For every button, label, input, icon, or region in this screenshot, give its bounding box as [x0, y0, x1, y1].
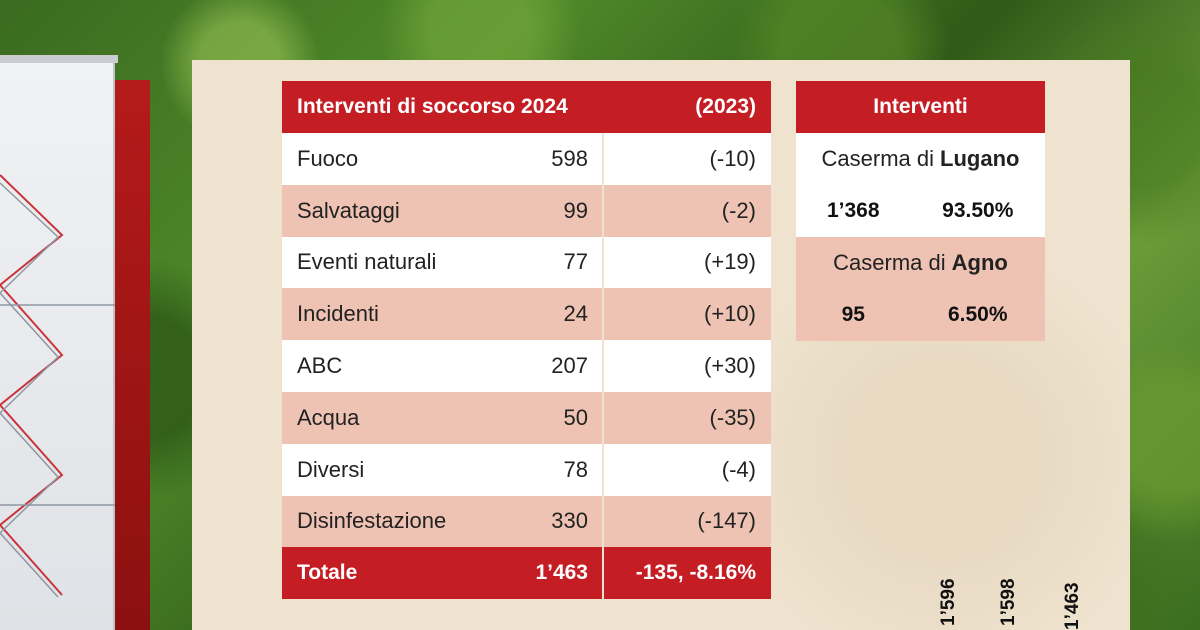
table-row: Fuoco 598 (-10) [282, 133, 771, 185]
row-label: Acqua [297, 404, 360, 430]
barracks-count: 1’368 [826, 199, 880, 222]
row-value: 77 [563, 249, 588, 275]
row-prev: (-2) [602, 184, 771, 237]
row-prev: (-10) [602, 133, 771, 185]
barracks-block-lugano: Caserma di Lugano 1’368 93.50% [796, 133, 1045, 237]
row-label: Incidenti [297, 301, 379, 327]
bar-label-2: 1’598 [998, 578, 1019, 626]
row-label: ABC [297, 353, 343, 379]
row-label: Disinfestazione [297, 508, 447, 534]
row-label: Eventi naturali [297, 249, 437, 275]
row-prev: (+10) [602, 288, 771, 341]
total-label: Totale [297, 561, 358, 585]
barracks-header: Interventi [796, 81, 1045, 133]
row-prev: (+30) [602, 340, 771, 392]
row-value: 330 [551, 508, 588, 534]
barracks-block-agno: Caserma di Agno 95 6.50% [796, 237, 1045, 341]
row-prev: (-35) [602, 391, 771, 444]
table-row: Incidenti 24 (+10) [282, 288, 771, 341]
row-value: 78 [563, 456, 588, 482]
building-pattern [0, 174, 115, 598]
bar-label-1: 1’596 [938, 578, 959, 626]
barracks-name: Lugano [940, 146, 1020, 171]
barracks-table: Interventi Caserma di Lugano 1’368 93.50… [796, 81, 1045, 341]
table-total-row: Totale 1’463 -135, -8.16% [282, 547, 771, 600]
interventions-table: Interventi di soccorso 2024 (2023) Fuoco… [282, 81, 771, 600]
barracks-name: Agno [951, 250, 1008, 275]
barracks-percent: 6.50% [947, 303, 1008, 326]
barracks-percent: 93.50% [942, 199, 1014, 222]
header-label: Interventi di soccorso 2024 [297, 95, 568, 118]
barracks-title: Caserma di Lugano [796, 133, 1045, 185]
table-row: Salvataggi 99 (-2) [282, 184, 771, 237]
bar-label-3: 1’463 [1062, 582, 1083, 630]
row-prev: (+19) [602, 236, 771, 289]
row-label: Diversi [297, 456, 365, 482]
table-row: Acqua 50 (-35) [282, 391, 771, 444]
barracks-count: 95 [841, 303, 865, 326]
building-side [115, 80, 150, 630]
row-value: 207 [551, 353, 588, 379]
table-row: Disinfestazione 330 (-147) [282, 495, 771, 548]
row-label: Salvataggi [297, 197, 400, 223]
row-value: 99 [563, 197, 588, 223]
row-label: Fuoco [297, 145, 359, 171]
row-prev: (-4) [602, 443, 771, 496]
barracks-stats: 95 6.50% [796, 289, 1045, 341]
table-row: Eventi naturali 77 (+19) [282, 236, 771, 289]
table-header: Interventi di soccorso 2024 (2023) [282, 81, 771, 133]
total-prev: -135, -8.16% [602, 547, 771, 600]
barracks-stats: 1’368 93.50% [796, 185, 1045, 237]
header-prev-year: (2023) [695, 95, 756, 118]
total-value: 1’463 [535, 561, 588, 585]
row-value: 50 [563, 404, 588, 430]
building-roof [0, 55, 118, 63]
row-value: 24 [563, 301, 588, 327]
barracks-prefix: Caserma di [833, 250, 946, 275]
row-value: 598 [551, 145, 588, 171]
building-face [0, 55, 115, 630]
table-row: ABC 207 (+30) [282, 340, 771, 392]
barracks-title: Caserma di Agno [796, 237, 1045, 289]
building-image [0, 55, 150, 630]
table-body: Fuoco 598 (-10) Salvataggi 99 (-2) Eventi natu… [282, 133, 771, 548]
row-prev: (-147) [602, 495, 771, 548]
barracks-prefix: Caserma di [821, 146, 935, 171]
table-row: Diversi 78 (-4) [282, 443, 771, 496]
